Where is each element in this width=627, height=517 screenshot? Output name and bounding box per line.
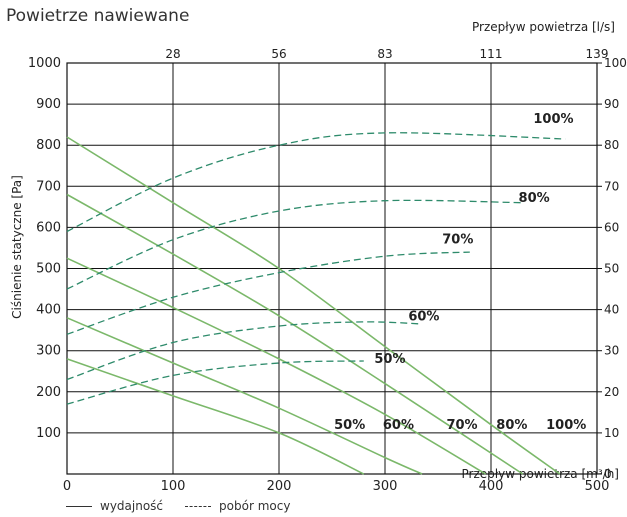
pressure-curve-60 <box>66 317 423 475</box>
legend-dashed-line-icon <box>185 505 212 507</box>
chart-ticks: 1002003004005006007008009001000010203040… <box>28 47 627 494</box>
x-tick-label: 0 <box>63 479 71 494</box>
pressure-curve-50 <box>66 358 365 475</box>
legend-dashed-label: pobór mocy <box>219 499 291 513</box>
y2-tick-label: 100 <box>604 56 627 70</box>
y-tick-label: 800 <box>36 138 61 153</box>
pressure-curve-label: 50% <box>334 418 365 433</box>
legend: wydajność pobór mocy <box>66 499 290 513</box>
legend-solid-line-icon <box>66 505 92 507</box>
x-tick-label: 400 <box>479 479 504 494</box>
y-tick-label: 700 <box>36 179 61 194</box>
y-tick-label: 500 <box>36 262 61 277</box>
y2-tick-label: 80 <box>604 138 619 152</box>
y2-tick-label: 40 <box>604 303 619 317</box>
power-curve-label: 50% <box>374 352 405 367</box>
y2-tick-label: 10 <box>604 426 619 440</box>
power-curve-60 <box>66 321 423 381</box>
y2-tick-label: 70 <box>604 179 619 193</box>
y-tick-label: 600 <box>36 220 61 235</box>
y-tick-label: 1000 <box>28 56 61 71</box>
legend-solid-label: wydajność <box>100 499 164 513</box>
y-tick-label: 900 <box>36 97 61 112</box>
y2-tick-label: 60 <box>604 220 619 234</box>
x2-tick-label: 139 <box>586 47 609 61</box>
power-curve-label: 80% <box>519 191 550 206</box>
x2-tick-label: 111 <box>480 47 503 61</box>
y2-tick-label: 30 <box>604 344 619 358</box>
power-curve-70 <box>66 251 470 335</box>
pressure-curve-label: 70% <box>446 418 477 433</box>
pressure-curve-label: 80% <box>496 418 527 433</box>
x-tick-label: 500 <box>585 479 610 494</box>
x-tick-label: 200 <box>267 479 292 494</box>
y-tick-label: 400 <box>36 303 61 318</box>
pressure-curve-label: 100% <box>546 418 586 433</box>
y-tick-label: 100 <box>36 426 61 441</box>
y2-tick-label: 20 <box>604 385 619 399</box>
top-axis-label: Przepływ powietrza [l/s] <box>472 20 615 34</box>
x2-tick-label: 28 <box>165 47 180 61</box>
x-tick-label: 100 <box>161 479 186 494</box>
chart-grid <box>66 62 598 475</box>
power-curve-label: 60% <box>408 310 439 325</box>
pressure-curve-label: 60% <box>383 418 414 433</box>
y2-tick-label: 90 <box>604 97 619 111</box>
y-tick-label: 200 <box>36 385 61 400</box>
power-curve-80 <box>66 199 523 290</box>
pressure-curve-80 <box>66 193 524 475</box>
power-curve-50 <box>66 360 364 405</box>
x-tick-label: 300 <box>373 479 398 494</box>
y2-tick-label: 0 <box>604 467 612 481</box>
pressure-curve-70 <box>66 257 487 475</box>
power-curve-label: 100% <box>533 112 573 127</box>
y2-tick-label: 50 <box>604 262 619 276</box>
x2-tick-label: 56 <box>271 47 286 61</box>
chart-title: Powietrze nawiewane <box>6 6 190 26</box>
x2-tick-label: 83 <box>377 47 392 61</box>
power-curve-label: 70% <box>442 232 473 247</box>
y-tick-label: 300 <box>36 344 61 359</box>
power-curve-100 <box>66 132 566 233</box>
chart-curves <box>66 132 566 475</box>
chart-curve-labels: 50% 60% 70% 80% 100% 50% 60% 70% 80% 100% <box>334 112 586 433</box>
pressure-curve-100 <box>66 136 561 475</box>
